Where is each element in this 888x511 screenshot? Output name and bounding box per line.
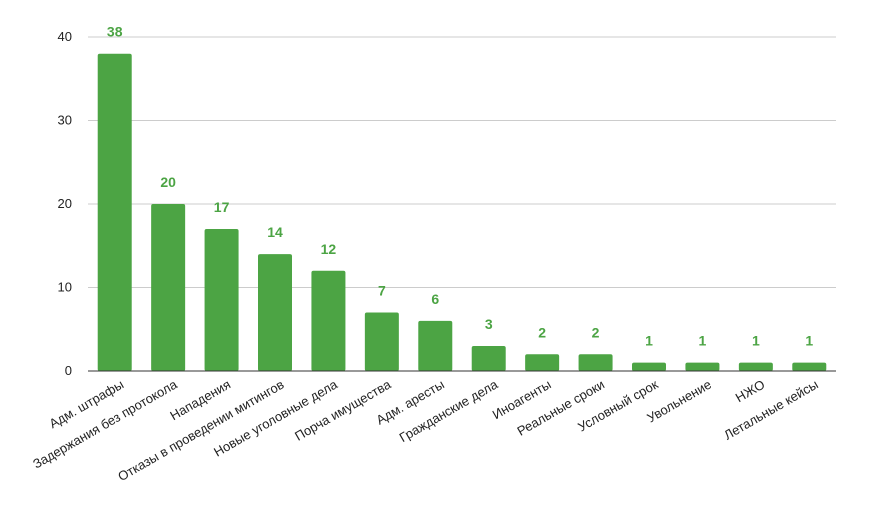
bar [738,362,773,371]
data-label: 17 [214,199,230,215]
bar [311,270,346,371]
y-axis-ticks: 0 10 20 30 40 [58,29,72,378]
data-label: 2 [538,324,546,340]
y-tick-label: 40 [58,29,72,44]
data-label: 14 [267,224,283,240]
data-labels: 38 20 17 14 12 7 6 3 2 2 1 1 1 1 [107,24,813,349]
y-tick-label: 10 [58,280,72,295]
bars [97,53,827,371]
y-tick-label: 30 [58,113,72,128]
bar [632,362,666,371]
category-label: Летальные кейсы [721,377,821,443]
data-label: 1 [805,333,813,349]
bar [364,312,399,371]
bar [578,354,613,371]
data-label: 7 [378,283,386,299]
bar [525,354,560,371]
data-label: 2 [592,324,600,340]
bar [792,362,827,371]
data-label: 38 [107,24,123,40]
bar [471,345,506,371]
bar [97,53,132,371]
bar [418,320,453,371]
data-label: 3 [485,316,493,332]
y-tick-label: 0 [65,363,72,378]
bar [204,229,239,371]
category-label: Порча имущества [292,376,394,443]
category-label: НЖО [733,377,768,406]
category-label: Гражданские дела [397,376,501,445]
data-label: 12 [321,241,337,257]
data-label: 1 [752,333,760,349]
data-label: 6 [431,291,439,307]
bar [258,254,292,371]
bar [685,362,720,371]
data-label: 20 [160,174,176,190]
y-tick-label: 20 [58,196,72,211]
bar [151,204,186,371]
data-label: 1 [699,333,707,349]
gridlines [88,36,836,288]
data-label: 1 [645,333,653,349]
